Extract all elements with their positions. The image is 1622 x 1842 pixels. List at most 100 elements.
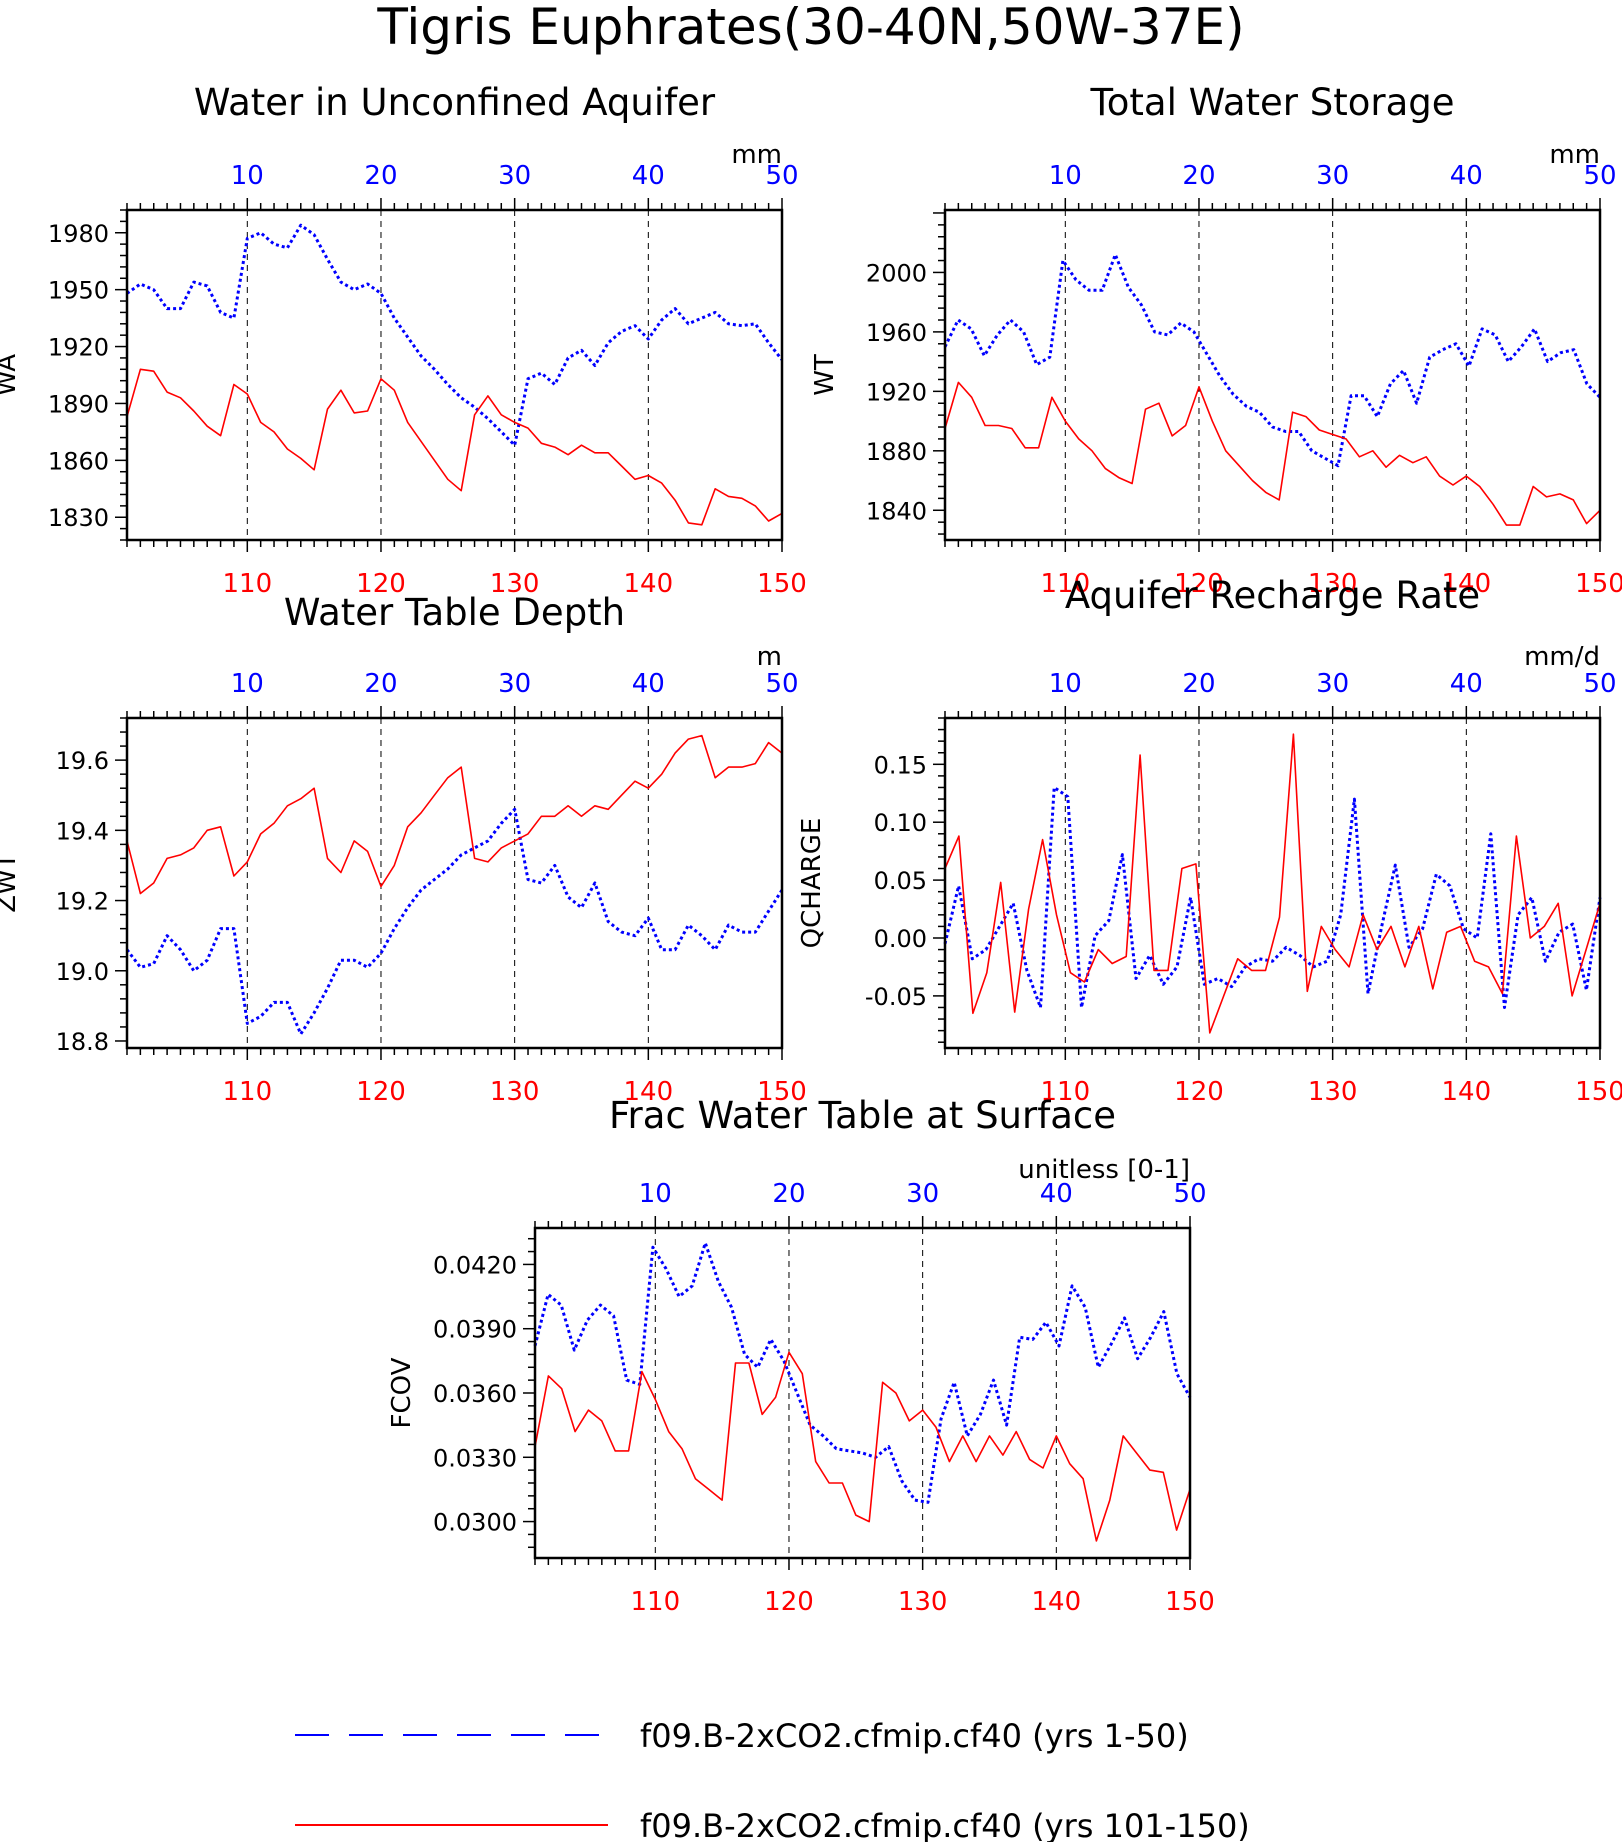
- bottom-tick-label: 150: [757, 569, 807, 599]
- top-tick-label: 20: [1182, 669, 1215, 699]
- top-tick-label: 30: [906, 1179, 939, 1209]
- top-tick-label: 20: [364, 669, 397, 699]
- y-tick-label: 0.0390: [433, 1316, 517, 1344]
- y-tick-label: 0.05: [874, 867, 927, 895]
- y-tick-label: 1830: [48, 504, 109, 532]
- series-line-years-1-50: [943, 786, 1602, 1009]
- panel-qcharge: Aquifer Recharge Rate mm/d 10 20 30 40 50 110 12…: [797, 574, 1622, 1107]
- figure-title: Tigris Euphrates(30-40N,50W-37E): [376, 0, 1244, 56]
- bottom-tick-label: 120: [1174, 1077, 1224, 1107]
- top-tick-label: 50: [765, 669, 798, 699]
- y-tick-label: 0.0330: [433, 1444, 517, 1472]
- top-tick-label: 10: [1049, 161, 1082, 191]
- y-tick-label: 18.8: [56, 1028, 109, 1056]
- panel-title: Aquifer Recharge Rate: [1065, 574, 1480, 617]
- panel-title: Water Table Depth: [284, 591, 625, 634]
- units-label: m: [757, 642, 782, 672]
- panel-title: Frac Water Table at Surface: [609, 1094, 1116, 1137]
- panel-title: Water in Unconfined Aquifer: [194, 81, 716, 124]
- y-tick-label: 19.2: [56, 888, 109, 916]
- top-tick-label: 40: [1040, 1179, 1073, 1209]
- top-tick-label: 40: [1450, 669, 1483, 699]
- y-axis-label: ZWT: [0, 853, 22, 913]
- bottom-tick-label: 140: [1442, 569, 1492, 599]
- series-line-years-1-50: [943, 253, 1602, 468]
- y-tick-label: 1860: [48, 447, 109, 475]
- chart-panels: Water in Unconfined Aquifer mm 10 20 30 40 50 1…: [0, 81, 1622, 1617]
- plot-frame: [943, 716, 1602, 1050]
- y-tick-label: 0.0300: [433, 1509, 517, 1537]
- legend: f09.B-2xCO2.cfmip.cf40 (yrs 1-50) f09.B-…: [295, 1717, 1250, 1842]
- bottom-tick-label: 110: [1040, 569, 1090, 599]
- top-tick-label: 20: [772, 1179, 805, 1209]
- y-tick-label: 1950: [48, 277, 109, 305]
- y-tick-label: 0.15: [874, 751, 927, 779]
- series-line-years-1-50: [533, 1241, 1192, 1504]
- units-label: mm/d: [1524, 642, 1600, 672]
- panel-zwt: Water Table Depth m 10 20 30 40 50 110 120 130 140…: [0, 591, 807, 1107]
- bottom-tick-label: 120: [764, 1587, 814, 1617]
- series-line-years-101-150: [126, 734, 783, 895]
- units-label: unitless [0-1]: [1018, 1155, 1190, 1185]
- top-tick-label: 50: [1583, 161, 1616, 191]
- top-tick-label: 40: [632, 161, 665, 191]
- plot-frame: [125, 716, 784, 1050]
- top-tick-label: 40: [632, 669, 665, 699]
- y-tick-label: 19.6: [56, 747, 109, 775]
- bottom-tick-label: 140: [1442, 1077, 1492, 1107]
- bottom-tick-label: 120: [356, 569, 406, 599]
- bottom-tick-label: 130: [898, 1587, 948, 1617]
- bottom-tick-label: 130: [490, 1077, 540, 1107]
- plot-frame: [533, 1226, 1192, 1560]
- panel-wa: Water in Unconfined Aquifer mm 10 20 30 40 50 1…: [0, 81, 807, 599]
- y-tick-label: 0.0360: [433, 1380, 517, 1408]
- bottom-tick-label: 150: [1575, 1077, 1622, 1107]
- bottom-tick-label: 110: [222, 1077, 272, 1107]
- series-line-years-1-50: [126, 223, 784, 447]
- bottom-tick-label: 120: [1174, 569, 1224, 599]
- top-tick-label: 50: [1173, 1179, 1206, 1209]
- bottom-tick-label: 110: [1040, 1077, 1090, 1107]
- bottom-tick-label: 150: [1165, 1587, 1215, 1617]
- y-tick-label: 1980: [48, 220, 109, 248]
- y-tick-label: 19.4: [56, 817, 109, 845]
- panel-fcov: Frac Water Table at Surface unitless [0-1…: [387, 1094, 1215, 1617]
- y-tick-label: 0.00: [874, 925, 927, 953]
- units-label: mm: [1549, 140, 1600, 170]
- series-line-years-101-150: [944, 381, 1601, 526]
- y-tick-label: 1880: [866, 438, 927, 466]
- y-tick-label: 1890: [48, 390, 109, 418]
- bottom-tick-label: 150: [1575, 569, 1622, 599]
- top-tick-label: 50: [1583, 669, 1616, 699]
- panel-title: Total Water Storage: [1089, 81, 1454, 124]
- top-tick-label: 30: [1316, 161, 1349, 191]
- top-tick-label: 10: [639, 1179, 672, 1209]
- bottom-tick-label: 140: [1032, 1587, 1082, 1617]
- series-line-years-101-150: [534, 1351, 1191, 1542]
- top-tick-label: 10: [1049, 669, 1082, 699]
- bottom-tick-label: 150: [757, 1077, 807, 1107]
- top-tick-label: 20: [364, 161, 397, 191]
- top-tick-label: 40: [1450, 161, 1483, 191]
- bottom-tick-label: 120: [356, 1077, 406, 1107]
- panel-wt: Total Water Storage mm 10 20 30 40 50 110 120 130…: [810, 81, 1622, 599]
- y-tick-label: 1920: [48, 334, 109, 362]
- bottom-tick-label: 140: [624, 1077, 674, 1107]
- bottom-tick-label: 130: [1308, 1077, 1358, 1107]
- y-axis-label: FCOV: [387, 1357, 417, 1428]
- top-tick-label: 30: [1316, 669, 1349, 699]
- series-line-years-101-150: [126, 368, 783, 526]
- top-tick-label: 10: [231, 669, 264, 699]
- y-tick-label: -0.05: [865, 983, 927, 1011]
- legend-label-series-a: f09.B-2xCO2.cfmip.cf40 (yrs 1-50): [640, 1717, 1189, 1755]
- bottom-tick-label: 130: [490, 569, 540, 599]
- y-tick-label: 2000: [866, 259, 927, 287]
- y-tick-label: 1840: [866, 497, 927, 525]
- bottom-tick-label: 140: [624, 569, 674, 599]
- y-tick-label: 0.10: [874, 809, 927, 837]
- top-tick-label: 20: [1182, 161, 1215, 191]
- y-axis-label: QCHARGE: [797, 818, 827, 949]
- legend-label-series-b: f09.B-2xCO2.cfmip.cf40 (yrs 101-150): [640, 1807, 1250, 1842]
